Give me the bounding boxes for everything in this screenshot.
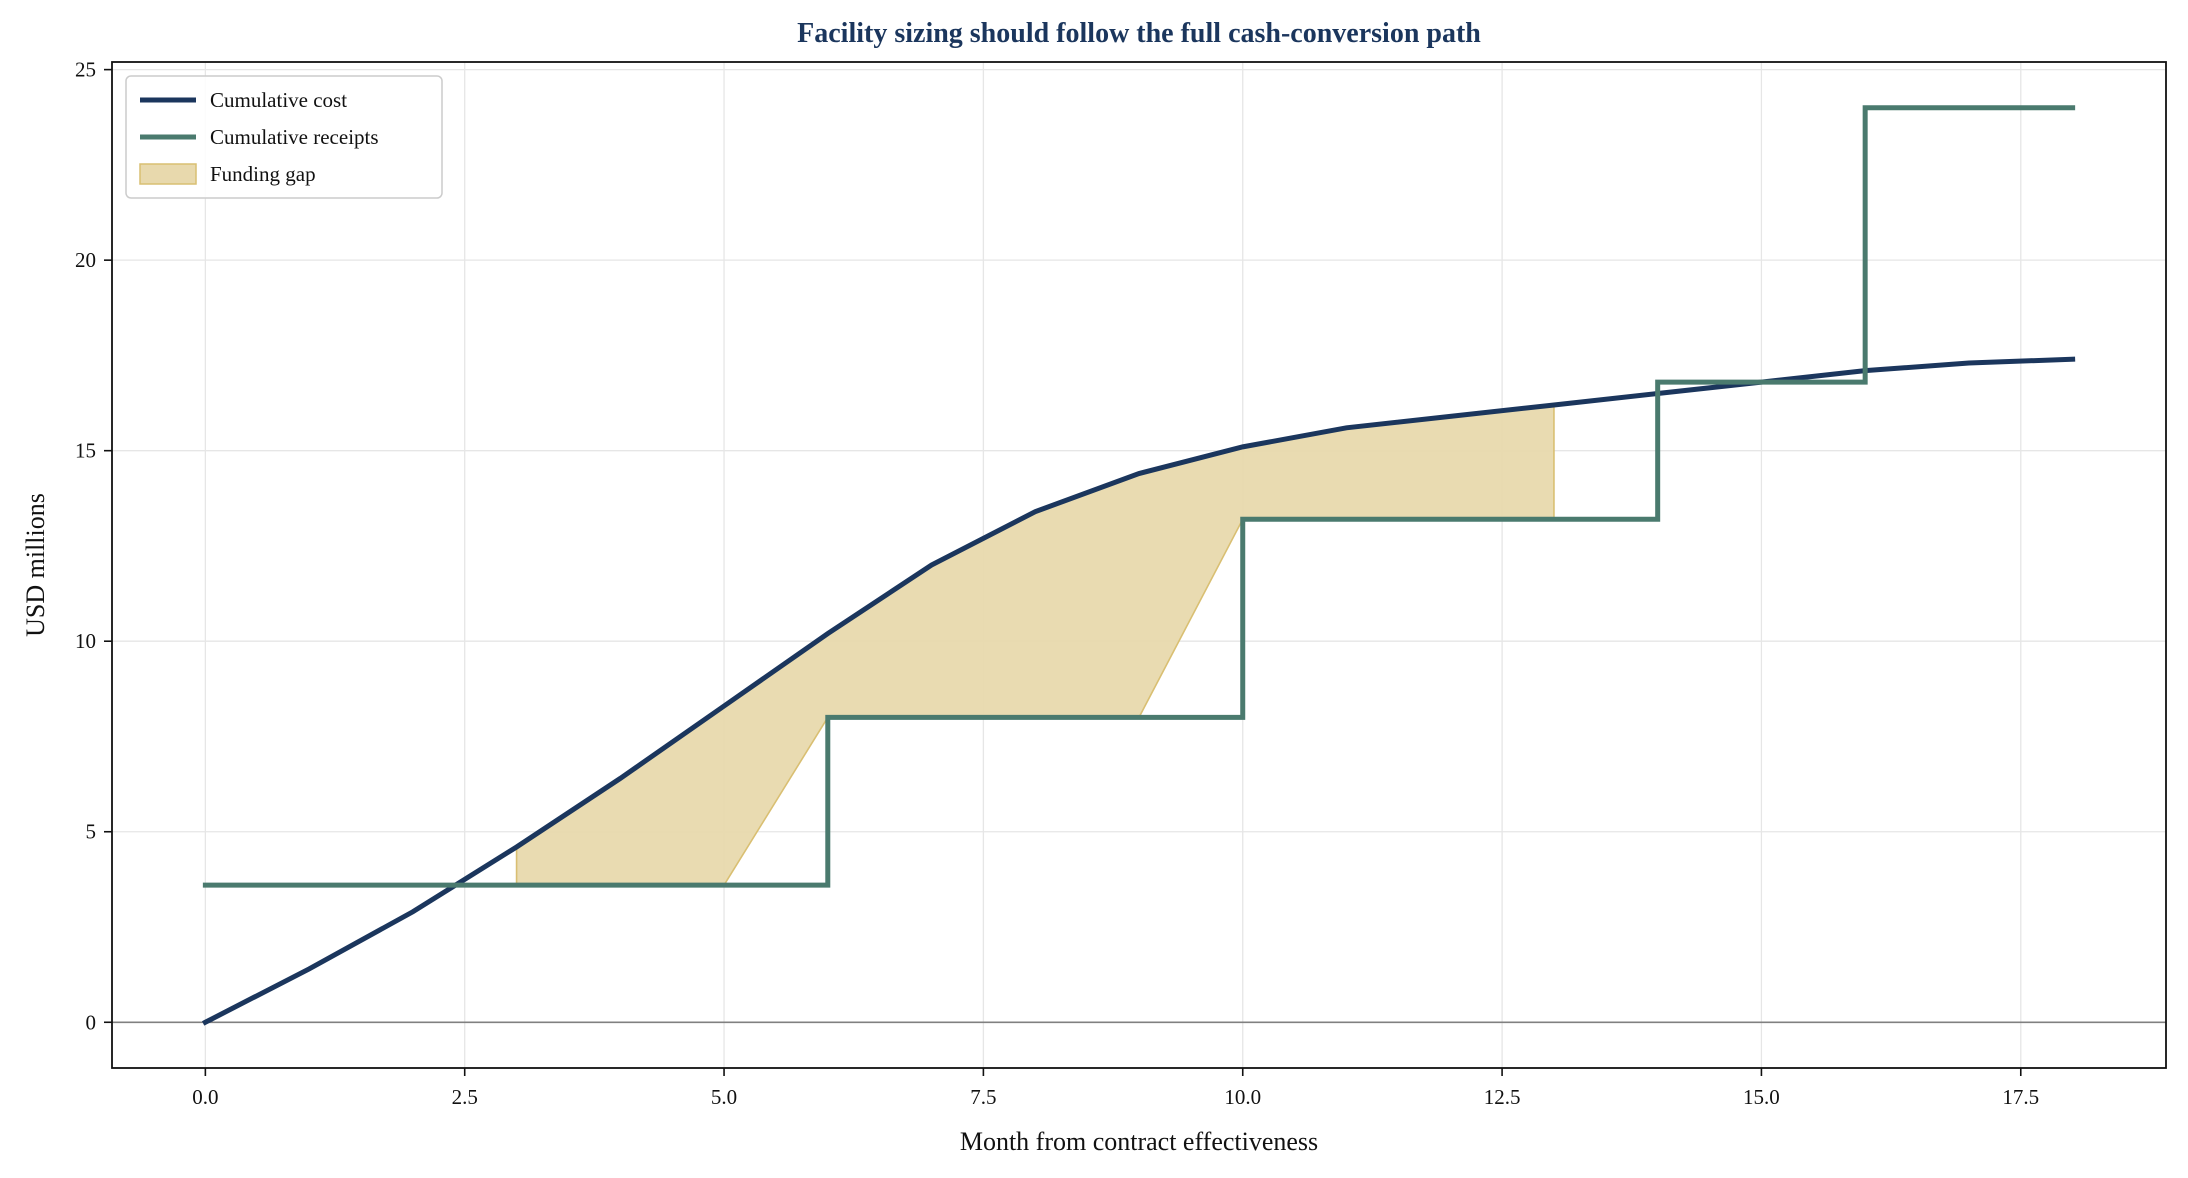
x-tick-label: 17.5 — [2002, 1085, 2039, 1109]
legend-box — [125, 75, 443, 199]
x-axis-label: Month from contract effectiveness — [960, 1127, 1318, 1156]
x-tick-label: 12.5 — [1484, 1085, 1521, 1109]
grid — [112, 62, 2166, 1068]
series-lines — [201, 105, 2076, 1026]
x-tick-label: 15.0 — [1743, 1085, 1780, 1109]
y-tick-label: 0 — [86, 1010, 97, 1034]
legend-label: Cumulative receipts — [210, 125, 379, 149]
funding-gap-area — [515, 404, 1555, 886]
legend-label: Funding gap — [210, 162, 316, 186]
y-tick-label: 10 — [75, 629, 96, 653]
y-tick-label: 25 — [75, 58, 96, 82]
x-tick-label: 10.0 — [1224, 1085, 1261, 1109]
plot-frame — [111, 61, 2167, 1069]
y-axis-label: USD millions — [21, 493, 50, 637]
x-tick-label: 5.0 — [711, 1085, 737, 1109]
legend-label: Cumulative cost — [210, 88, 347, 112]
funding-gap-fill — [515, 404, 1555, 886]
chart-title: Facility sizing should follow the full c… — [797, 18, 1481, 49]
y-tick-label: 15 — [75, 439, 96, 463]
x-tick-label: 7.5 — [970, 1085, 996, 1109]
cumulative-receipts-line — [202, 105, 2076, 888]
y-tick-label: 20 — [75, 248, 96, 272]
x-tick-label: 0.0 — [192, 1085, 218, 1109]
x-tick-label: 2.5 — [452, 1085, 478, 1109]
legend-swatch-funding-gap — [139, 163, 197, 185]
x-axis-ticks: 0.0 2.5 5.0 7.5 10.0 12.5 15.0 17.5 — [192, 1068, 2039, 1109]
y-axis-ticks: 0 5 10 15 20 25 — [75, 58, 112, 1034]
legend: Cumulative cost Cumulative receipts Fundin… — [125, 75, 443, 199]
y-tick-label: 5 — [86, 820, 97, 844]
